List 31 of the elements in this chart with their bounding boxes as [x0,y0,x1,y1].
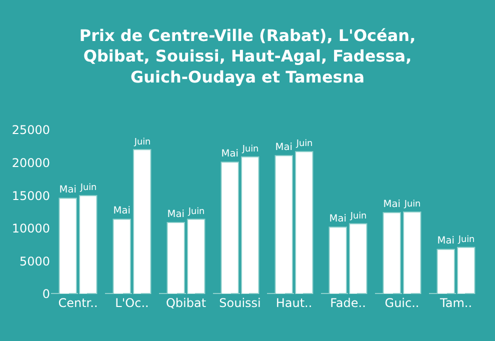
text: Mai [329,213,346,224]
text: Mai [383,198,400,210]
y-tick-label: 0 [42,287,50,302]
text: Juin [296,139,313,150]
y-tick-label: 15000 [12,188,50,203]
text: Juin [242,144,259,154]
text: Juin [350,211,367,222]
series-label: Mai [221,148,238,160]
text: Mai [437,236,454,247]
text: Juin [188,206,205,217]
x-tick-label: Souissi [219,296,261,310]
y-tick-label: 5000 [19,254,50,268]
x-tick-label: Guic.. [384,296,420,310]
text: Juin [458,234,475,245]
text: Juin [134,137,151,148]
text: Mai [113,206,130,217]
series-label: Juin [79,183,97,194]
y-tick-label: 10000 [12,222,50,236]
text: Mai [275,142,292,153]
y-tick-label: 25000 [12,123,50,138]
x-tick-label: Tam.. [438,296,472,310]
chart-title: Prix de Centre-Ville (Rabat), L'Océan, Qbibat, Souissi, Haut-Agal, Fadessa, Guich-Oudaya et Tamesna [79,26,416,87]
text: Juin [404,200,421,210]
text: Mai [167,208,184,220]
x-tick-label: Centr.. [58,296,98,310]
x-tick-label: Haut.. [276,296,312,310]
y-tick-label: 20000 [12,156,50,170]
x-tick-label: L'Oc.. [115,296,149,310]
x-tick-label: Qbibat [166,296,206,310]
text: Mai [59,184,76,196]
x-tick-label: Fade.. [330,296,366,310]
